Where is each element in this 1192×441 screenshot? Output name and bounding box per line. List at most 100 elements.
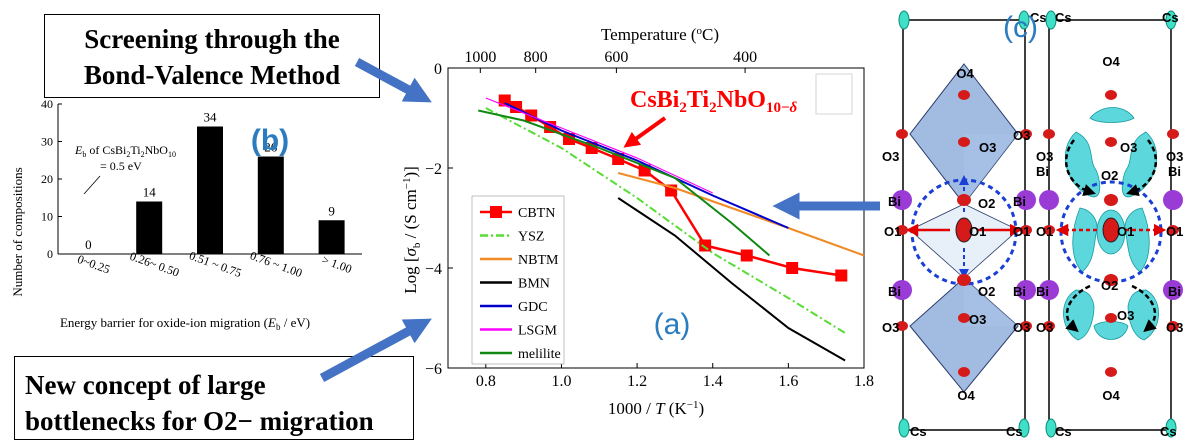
label-bi-rl2: Bi (1036, 284, 1049, 299)
line-x-tick-label: 1.2 (627, 373, 647, 390)
bar-value-label: 9 (328, 203, 335, 218)
crystal-structure-bvs: O4 O3 O3 O3 Bi Bi O2 O1 O1 O1 Bi Bi O2 O… (1036, 10, 1183, 439)
label-o4-top-right: O4 (1102, 54, 1120, 69)
line-y-tick-label: −4 (425, 261, 442, 278)
bar (197, 127, 223, 255)
bar (319, 220, 345, 254)
bar-category-label: > 1.00 (320, 252, 354, 276)
label-o4-bottom-right: O4 (1102, 388, 1120, 403)
line-top-tick-label: 400 (733, 49, 757, 66)
series-marker-cbtn (699, 240, 711, 252)
line-x-tick-label: 1.8 (854, 373, 874, 390)
line-y-tick-label: −2 (425, 161, 442, 178)
oxygen-atom (957, 274, 971, 286)
line-y-tick-label: 0 (434, 61, 442, 78)
bar-annotation-line2: = 0.5 eV (100, 159, 142, 173)
label-cs-tr: Cs (1162, 10, 1179, 25)
oxygen-atom (896, 129, 908, 139)
panel-label-b: (b) (251, 124, 289, 157)
legend-marker-cbtn (490, 206, 502, 218)
label-cs-bl: Cs (910, 424, 927, 439)
label-o3-rbl: O3 (1036, 320, 1053, 335)
line-top-tick-label: 1000 (464, 49, 496, 66)
panel-label-a: (a) (654, 308, 691, 341)
line-top-tick-label: 600 (604, 49, 628, 66)
line-chart-a: Temperature (oC) Log [σb / (S cm−1)] 100… (401, 25, 874, 418)
oxygen-atom (1167, 129, 1179, 139)
bar-annotation-line1: Eb of CsBi2Ti2NbO10 (74, 143, 176, 159)
label-o3-center-left: O3 (979, 140, 996, 155)
label-o2-top-left: O2 (978, 196, 995, 211)
label-o4-bottom-left: O4 (957, 388, 975, 403)
bar-y-tick-label: 0 (47, 247, 53, 261)
top-axis-label: Temperature (oC) (601, 25, 719, 44)
oxygen-atom (958, 137, 970, 147)
label-o1-rc: O1 (1117, 224, 1134, 239)
bar-ylabel: Number of compositions (10, 167, 25, 296)
arrow-bottleneck-to-chart (322, 325, 420, 378)
bar-value-label: 34 (204, 110, 218, 125)
crystal-structure-polyhedra: O4 O3 O3 O3 Bi Bi O2 O1 O1 O1 Bi Bi O2 O… (882, 10, 1047, 439)
bar (258, 157, 284, 255)
bismuth-atom (1039, 190, 1059, 210)
cbtn-annotation-arrow (630, 118, 665, 143)
series-marker-cbtn (835, 270, 847, 282)
oxygen-atom (958, 90, 970, 100)
arrow-callout-to-chart (357, 62, 420, 96)
label-bi-r1: Bi (1013, 194, 1026, 209)
line-x-tick-label: 1.4 (703, 373, 723, 390)
label-bi-rr1: Bi (1168, 164, 1181, 179)
legend-label-bmn: BMN (518, 277, 550, 292)
cesium-atom (899, 11, 909, 29)
legend-label-cbtn: CBTN (518, 206, 555, 221)
legend-label-ysz: YSZ (518, 230, 544, 245)
label-cs-bl-right: Cs (1055, 424, 1072, 439)
label-o3-bl: O3 (882, 320, 899, 335)
label-o2-bottom-left: O2 (978, 284, 995, 299)
bar-value-label: 0 (85, 237, 92, 252)
legend-label-lsgm: LSGM (518, 324, 557, 339)
legend-label-gdc: GDC (518, 300, 548, 315)
cesium-atom (899, 419, 909, 437)
bismuth-atom (1163, 190, 1183, 210)
label-o3-rl: O3 (1036, 149, 1053, 164)
label-o2-bottom-right: O2 (1101, 278, 1118, 293)
bar-y-tick-label: 40 (41, 97, 53, 111)
line-xlabel: 1000 / T (K−1) (608, 399, 704, 418)
bar-chart-b: Number of compositions Energy barrier fo… (10, 97, 362, 332)
bar-y-tick-label: 30 (41, 135, 53, 149)
line-x-tick-label: 1.0 (551, 373, 571, 390)
label-bi-l1: Bi (888, 194, 901, 209)
label-o1-l: O1 (884, 224, 901, 239)
label-o3-rbc: O3 (1117, 308, 1134, 323)
bar-y-tick-label: 20 (41, 172, 53, 186)
label-o3-tr: O3 (1013, 128, 1030, 143)
bar-series: 0 14 34 26 9 (85, 110, 344, 255)
label-cs-br-left: Cs (1006, 424, 1023, 439)
line-top-tick-label: 800 (524, 49, 548, 66)
label-cs-br: Cs (1160, 424, 1177, 439)
bar (136, 202, 162, 255)
series-marker-cbtn (741, 250, 753, 262)
label-bi-r2: Bi (1013, 284, 1026, 299)
oxygen-atom (1105, 90, 1117, 100)
label-o3-rr: O3 (1166, 149, 1183, 164)
line-x-tick-label: 0.8 (476, 373, 496, 390)
line-x-tick-label: 1.6 (778, 373, 798, 390)
oxygen-atom (957, 194, 971, 206)
label-o1-rr: O1 (1166, 224, 1183, 239)
placeholder-frame (816, 74, 852, 114)
label-o3-br: O3 (1013, 320, 1030, 335)
oxygen-atom (1104, 194, 1118, 206)
legend-label-nbtm: NBTM (518, 253, 559, 268)
label-o3-rbr: O3 (1166, 320, 1183, 335)
bar-value-label: 14 (143, 185, 157, 200)
label-o3-tl: O3 (882, 149, 899, 164)
oxygen-atom (1105, 137, 1117, 147)
oxygen-atom (1105, 313, 1117, 323)
series-marker-cbtn (786, 262, 798, 274)
label-o4-top-left: O4 (956, 66, 974, 81)
label-o3-center-right: O3 (1120, 140, 1137, 155)
oxygen-atom (1043, 129, 1055, 139)
